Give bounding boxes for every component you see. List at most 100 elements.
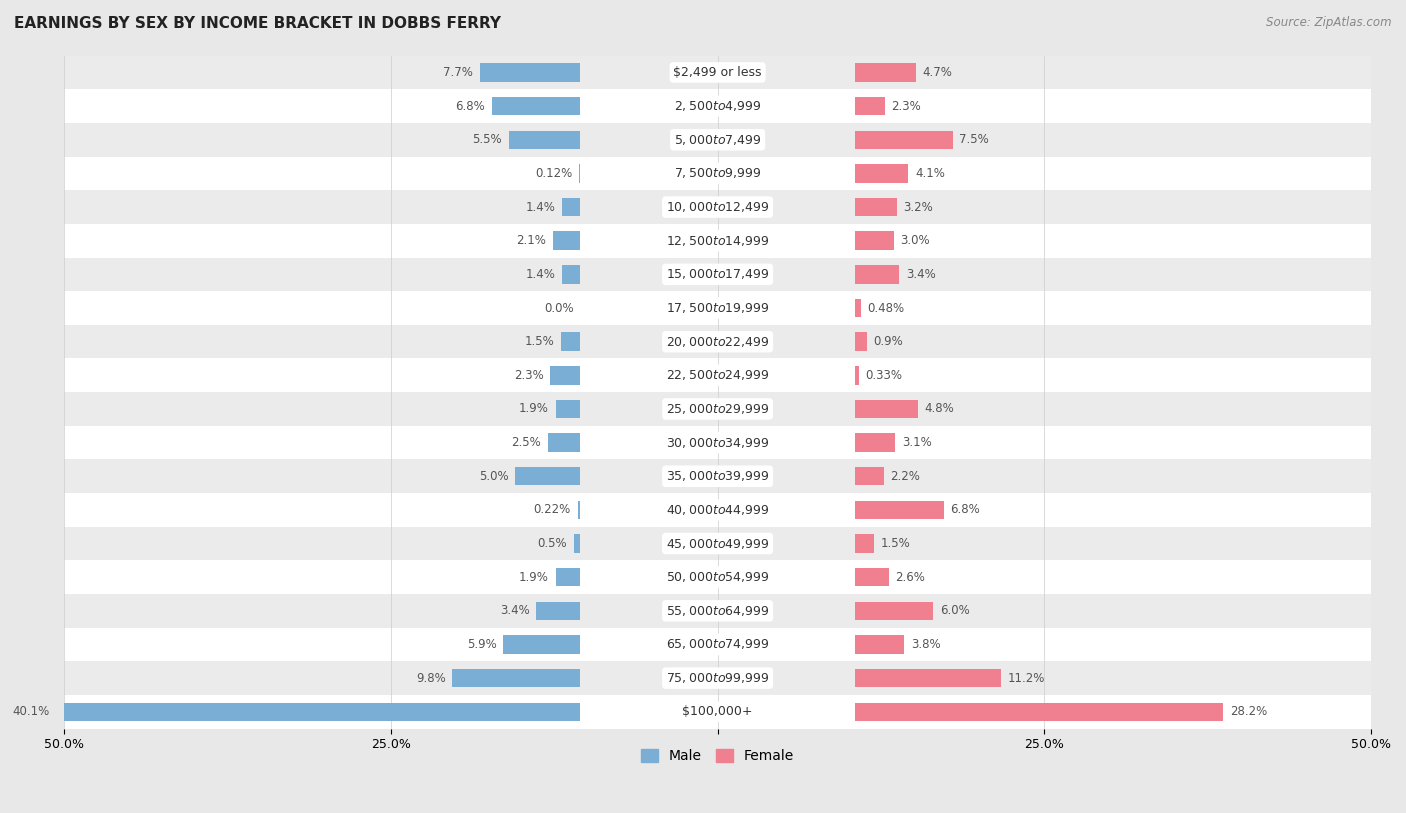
Text: $2,500 to $4,999: $2,500 to $4,999 — [673, 99, 762, 113]
Text: 3.4%: 3.4% — [905, 267, 935, 280]
Bar — [65, 594, 1371, 628]
Bar — [65, 695, 1371, 728]
Bar — [855, 635, 904, 654]
Text: $20,000 to $22,499: $20,000 to $22,499 — [666, 335, 769, 349]
Text: 4.1%: 4.1% — [915, 167, 945, 180]
Text: 1.5%: 1.5% — [524, 335, 554, 348]
Text: 2.3%: 2.3% — [891, 100, 921, 113]
Text: $40,000 to $44,999: $40,000 to $44,999 — [666, 503, 769, 517]
Bar — [855, 400, 918, 418]
Bar — [553, 232, 581, 250]
Text: $2,499 or less: $2,499 or less — [673, 66, 762, 79]
Bar — [536, 602, 581, 620]
Text: $15,000 to $17,499: $15,000 to $17,499 — [666, 267, 769, 281]
Bar — [65, 392, 1371, 426]
Text: 3.1%: 3.1% — [901, 436, 932, 449]
Text: 0.12%: 0.12% — [536, 167, 572, 180]
Bar — [65, 224, 1371, 258]
Bar — [453, 669, 581, 687]
Bar — [578, 501, 581, 520]
Text: 9.8%: 9.8% — [416, 672, 446, 685]
Text: 5.5%: 5.5% — [472, 133, 502, 146]
Text: 4.8%: 4.8% — [924, 402, 953, 415]
Text: 1.9%: 1.9% — [519, 571, 550, 584]
Bar — [855, 232, 894, 250]
Bar — [65, 560, 1371, 594]
Bar — [855, 333, 866, 351]
Text: $100,000+: $100,000+ — [682, 706, 752, 718]
Text: 3.8%: 3.8% — [911, 638, 941, 651]
Text: 2.2%: 2.2% — [890, 470, 920, 483]
Text: 0.22%: 0.22% — [534, 503, 571, 516]
Bar — [65, 493, 1371, 527]
Bar — [855, 602, 934, 620]
Text: 2.3%: 2.3% — [515, 369, 544, 382]
Bar — [855, 669, 1001, 687]
Bar — [65, 628, 1371, 661]
Text: $75,000 to $99,999: $75,000 to $99,999 — [666, 672, 769, 685]
Text: 1.9%: 1.9% — [519, 402, 550, 415]
Bar — [515, 467, 581, 485]
Bar — [65, 527, 1371, 560]
Bar — [479, 63, 581, 82]
Bar — [562, 265, 581, 284]
Bar — [855, 534, 875, 553]
Text: $10,000 to $12,499: $10,000 to $12,499 — [666, 200, 769, 214]
Text: 4.7%: 4.7% — [922, 66, 953, 79]
Bar — [65, 459, 1371, 493]
Bar — [855, 433, 896, 452]
Bar — [855, 298, 860, 317]
Text: 1.4%: 1.4% — [526, 267, 555, 280]
Bar — [65, 258, 1371, 291]
Bar — [65, 325, 1371, 359]
Text: 5.0%: 5.0% — [479, 470, 509, 483]
Bar — [548, 433, 581, 452]
Bar — [555, 400, 581, 418]
Bar — [65, 359, 1371, 392]
Bar — [855, 467, 883, 485]
Text: $35,000 to $39,999: $35,000 to $39,999 — [666, 469, 769, 483]
Text: 6.8%: 6.8% — [950, 503, 980, 516]
Text: 2.6%: 2.6% — [896, 571, 925, 584]
Text: $12,500 to $14,999: $12,500 to $14,999 — [666, 233, 769, 248]
Text: 2.1%: 2.1% — [516, 234, 547, 247]
Bar — [65, 291, 1371, 325]
Bar — [855, 198, 897, 216]
Text: 0.5%: 0.5% — [537, 537, 568, 550]
Bar — [65, 661, 1371, 695]
Text: Source: ZipAtlas.com: Source: ZipAtlas.com — [1267, 16, 1392, 29]
Text: 5.9%: 5.9% — [467, 638, 496, 651]
Bar — [509, 131, 581, 149]
Bar — [855, 97, 884, 115]
Bar — [855, 63, 917, 82]
Text: $25,000 to $29,999: $25,000 to $29,999 — [666, 402, 769, 416]
Bar — [855, 702, 1223, 721]
Text: $17,500 to $19,999: $17,500 to $19,999 — [666, 301, 769, 315]
Text: 6.0%: 6.0% — [939, 604, 970, 617]
Text: 7.7%: 7.7% — [443, 66, 474, 79]
Text: 0.9%: 0.9% — [873, 335, 903, 348]
Text: 3.2%: 3.2% — [903, 201, 934, 214]
Bar — [855, 366, 859, 385]
Text: EARNINGS BY SEX BY INCOME BRACKET IN DOBBS FERRY: EARNINGS BY SEX BY INCOME BRACKET IN DOB… — [14, 16, 501, 31]
Bar — [579, 164, 581, 183]
Legend: Male, Female: Male, Female — [636, 744, 800, 769]
Text: 3.0%: 3.0% — [901, 234, 931, 247]
Bar — [65, 426, 1371, 459]
Bar — [574, 534, 581, 553]
Bar — [855, 265, 900, 284]
Text: 6.8%: 6.8% — [456, 100, 485, 113]
Text: 40.1%: 40.1% — [13, 706, 49, 718]
Text: 2.5%: 2.5% — [512, 436, 541, 449]
Text: $7,500 to $9,999: $7,500 to $9,999 — [673, 167, 762, 180]
Text: 1.4%: 1.4% — [526, 201, 555, 214]
Bar — [550, 366, 581, 385]
Text: $45,000 to $49,999: $45,000 to $49,999 — [666, 537, 769, 550]
Bar — [855, 164, 908, 183]
Text: $22,500 to $24,999: $22,500 to $24,999 — [666, 368, 769, 382]
Bar — [65, 89, 1371, 123]
Bar — [65, 123, 1371, 157]
Bar — [561, 333, 581, 351]
Bar — [65, 190, 1371, 224]
Text: 0.33%: 0.33% — [866, 369, 903, 382]
